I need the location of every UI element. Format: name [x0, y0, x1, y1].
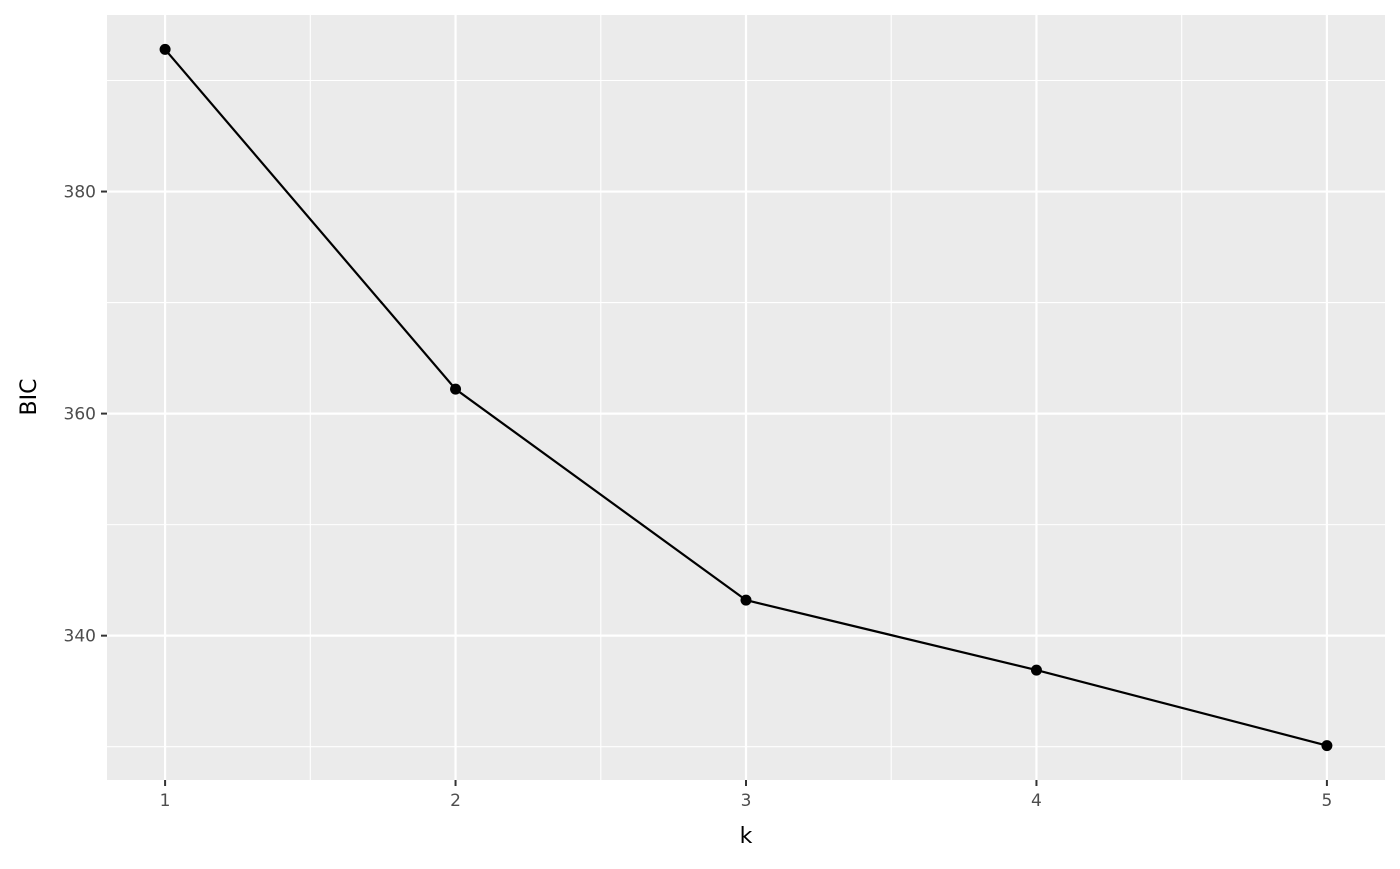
- gridlines: [107, 15, 1385, 780]
- data-point: [450, 383, 462, 395]
- x-tick-label: 1: [160, 791, 171, 811]
- data-point: [159, 43, 171, 55]
- series: [159, 43, 1333, 752]
- x-tick-label: 2: [450, 791, 461, 811]
- data-point: [1030, 664, 1042, 676]
- axes: 1 2 3 4 5 340 360 380: [64, 183, 1333, 811]
- y-tick-label: 340: [64, 627, 96, 647]
- x-axis-label: k: [740, 824, 753, 849]
- y-tick-label: 380: [64, 183, 96, 203]
- data-point: [1321, 740, 1333, 752]
- x-tick-label: 4: [1031, 791, 1042, 811]
- data-point: [740, 594, 752, 606]
- y-tick-label: 360: [64, 405, 96, 425]
- x-tick-label: 5: [1321, 791, 1332, 811]
- y-axis-label: BIC: [17, 379, 42, 416]
- x-tick-label: 3: [741, 791, 752, 811]
